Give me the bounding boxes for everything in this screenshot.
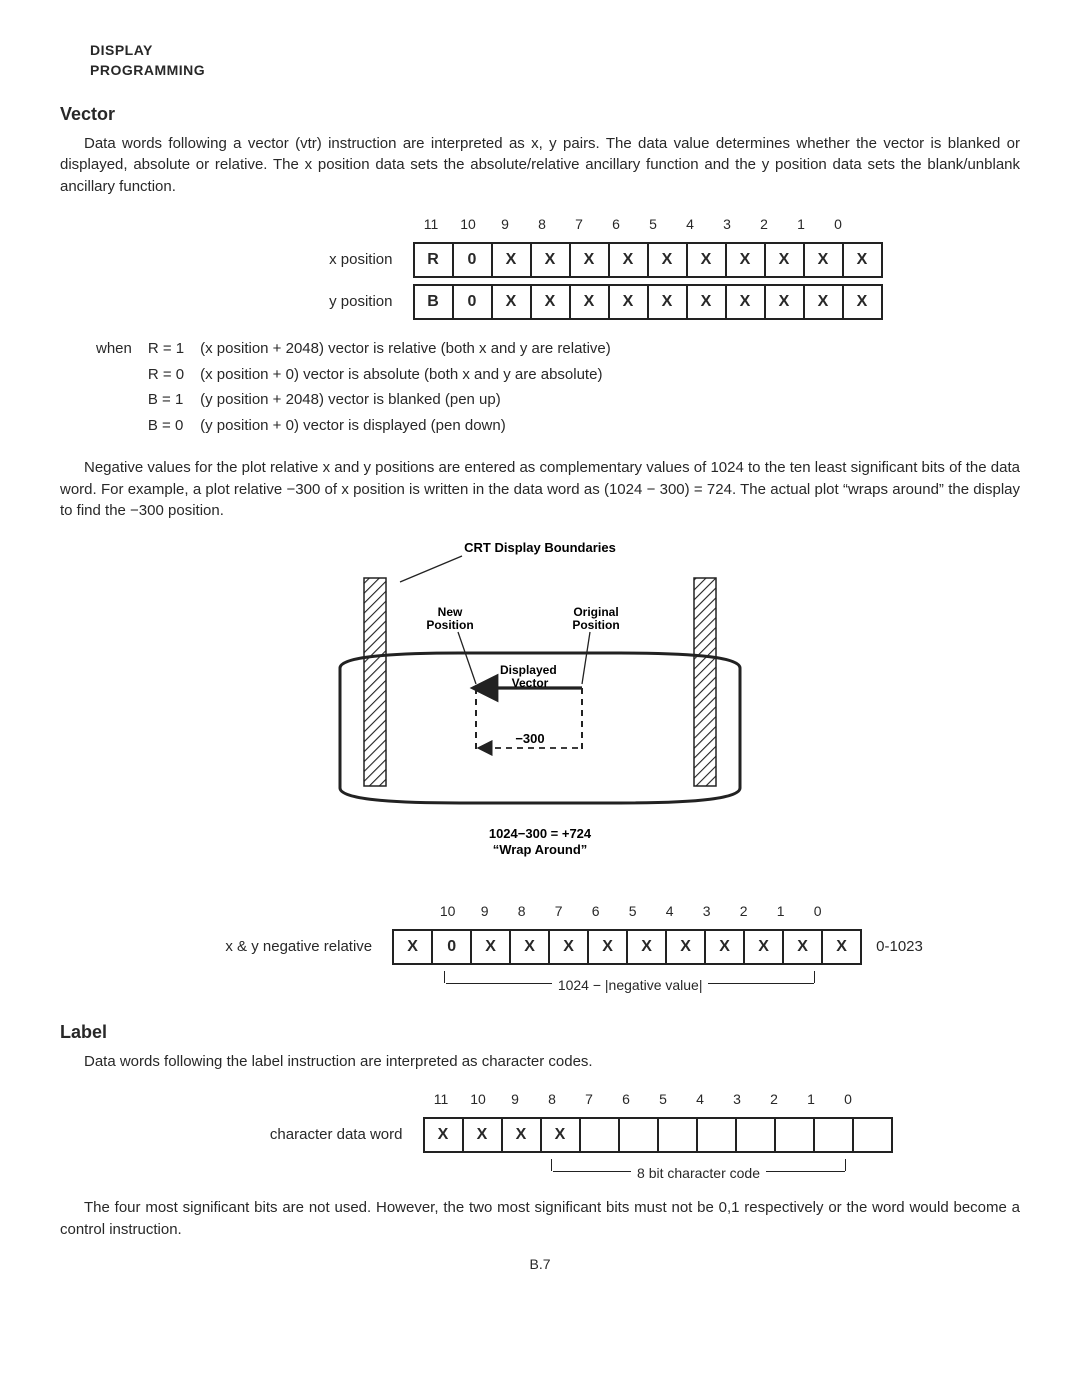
cond-val-3: (y position + 0) vector is displayed (pe… <box>200 413 627 439</box>
bit-header-row: 11109876543210 <box>413 212 857 236</box>
disp-vec-label: Displayed <box>500 663 557 677</box>
cond-val-0: (x position + 2048) vector is relative (… <box>200 336 627 362</box>
cond-val-2: (y position + 2048) vector is blanked (p… <box>200 387 627 413</box>
header-line2: PROGRAMMING <box>90 60 1020 80</box>
neg-label: x & y negative relative <box>157 936 392 958</box>
cond-key-3: B = 0 <box>148 413 200 439</box>
header-line1: DISPLAY <box>90 40 1020 60</box>
neg-range: 0-1023 <box>862 936 923 958</box>
section-title-vector: Vector <box>60 101 1020 127</box>
svg-text:NewPosition: NewPosition <box>426 605 473 632</box>
cond-when: when <box>96 336 148 362</box>
dim-label: −300 <box>515 731 544 746</box>
svg-text:OriginalPosition: OriginalPosition <box>572 605 619 632</box>
crt-diagram: CRT Display Boundaries Displayed Vector … <box>60 538 1020 885</box>
label-para2: The four most significant bits are not u… <box>60 1197 1020 1241</box>
ypos-bits: B0XXXXXXXXXX <box>413 284 883 320</box>
ypos-label: y position <box>198 291 413 313</box>
vector-bitfields: 11109876543210 x position R0XXXXXXXXXX y… <box>198 212 883 320</box>
cdw-bits: XXXX <box>423 1117 893 1153</box>
neg-bracket-label: 1024 − |negative value| <box>552 975 709 995</box>
cond-val-1: (x position + 0) vector is absolute (bot… <box>200 362 627 388</box>
section-title-label: Label <box>60 1019 1020 1045</box>
xpos-label: x position <box>198 249 413 271</box>
diagram-title: CRT Display Boundaries <box>464 540 616 555</box>
xpos-bits: R0XXXXXXXXXX <box>413 242 883 278</box>
diagram-caption2: “Wrap Around” <box>493 842 588 857</box>
vector-para1: Data words following a vector (vtr) inst… <box>60 133 1020 198</box>
char-data-word: 11109876543210 character data word XXXX … <box>188 1087 893 1187</box>
cdw-bracket-label: 8 bit character code <box>631 1163 766 1183</box>
svg-text:Displayed Vector: Displayed Vector <box>500 663 560 690</box>
label-para1: Data words following the label instructi… <box>60 1051 1020 1073</box>
cond-key-0: R = 1 <box>148 336 200 362</box>
condition-table: when R = 1 (x position + 2048) vector is… <box>96 336 627 439</box>
doc-header: DISPLAY PROGRAMMING <box>90 40 1020 81</box>
diagram-caption1: 1024−300 = +724 <box>489 826 592 841</box>
page-number: B.7 <box>60 1254 1020 1274</box>
cond-key-2: B = 1 <box>148 387 200 413</box>
neg-relative-bits: 109876543210 x & y negative relative X0X… <box>157 899 923 999</box>
vector-para2: Negative values for the plot relative x … <box>60 457 1020 522</box>
cond-key-1: R = 0 <box>148 362 200 388</box>
cdw-label: character data word <box>188 1124 423 1146</box>
neg-bits: X0XXXXXXXXXX <box>392 929 862 965</box>
